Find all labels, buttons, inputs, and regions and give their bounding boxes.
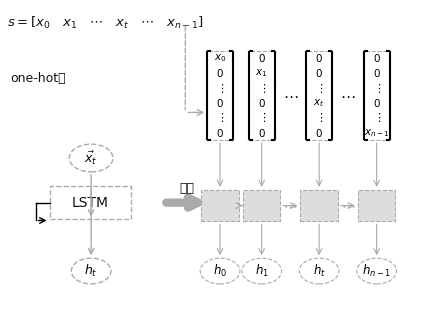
Text: $h_{n-1}$: $h_{n-1}$ <box>362 263 391 279</box>
Text: LSTM: LSTM <box>71 196 109 210</box>
Text: $\vdots$: $\vdots$ <box>258 111 266 124</box>
FancyBboxPatch shape <box>243 190 281 222</box>
Text: $0$: $0$ <box>315 67 323 79</box>
Ellipse shape <box>200 258 240 284</box>
Text: one-hot化: one-hot化 <box>10 72 65 85</box>
FancyBboxPatch shape <box>49 186 131 220</box>
Text: $x_{n-1}$: $x_{n-1}$ <box>364 127 389 139</box>
Text: $\cdots$: $\cdots$ <box>341 199 355 213</box>
Text: $\vdots$: $\vdots$ <box>216 82 224 95</box>
Text: $\cdots$: $\cdots$ <box>340 88 356 103</box>
Ellipse shape <box>357 258 396 284</box>
Text: $0$: $0$ <box>315 127 323 139</box>
Ellipse shape <box>299 258 339 284</box>
Text: $\vdots$: $\vdots$ <box>216 111 224 124</box>
Text: $0$: $0$ <box>216 97 224 109</box>
Text: $0$: $0$ <box>216 127 224 139</box>
Text: $0$: $0$ <box>373 67 381 79</box>
Text: $0$: $0$ <box>315 52 323 64</box>
Text: $\cdots$: $\cdots$ <box>283 88 298 103</box>
Text: $\vec{x_t}$: $\vec{x_t}$ <box>84 149 98 167</box>
FancyBboxPatch shape <box>201 190 239 222</box>
Text: $0$: $0$ <box>258 127 266 139</box>
Text: $x_0$: $x_0$ <box>214 52 226 64</box>
FancyBboxPatch shape <box>358 190 396 222</box>
Text: $s = [x_0 \quad x_1 \quad \cdots \quad x_t \quad \cdots \quad x_{n-1}]$: $s = [x_0 \quad x_1 \quad \cdots \quad x… <box>7 15 204 31</box>
Text: $\vdots$: $\vdots$ <box>258 82 266 95</box>
Text: $\vdots$: $\vdots$ <box>373 82 381 95</box>
Text: $h_t$: $h_t$ <box>313 263 325 279</box>
Text: $0$: $0$ <box>216 67 224 79</box>
FancyBboxPatch shape <box>300 190 338 222</box>
Text: 展开: 展开 <box>180 182 195 195</box>
Text: $\vdots$: $\vdots$ <box>315 82 323 95</box>
Text: $0$: $0$ <box>373 52 381 64</box>
Text: $0$: $0$ <box>258 97 266 109</box>
Text: $\cdots$: $\cdots$ <box>283 199 297 213</box>
Text: $h_0$: $h_0$ <box>213 263 227 279</box>
Text: $h_1$: $h_1$ <box>255 263 269 279</box>
Text: $h_t$: $h_t$ <box>84 263 98 279</box>
Text: $\vdots$: $\vdots$ <box>373 111 381 124</box>
Text: $x_t$: $x_t$ <box>313 97 325 109</box>
Ellipse shape <box>242 258 281 284</box>
Text: $\vdots$: $\vdots$ <box>315 111 323 124</box>
Text: $0$: $0$ <box>258 52 266 64</box>
Ellipse shape <box>71 258 111 284</box>
Text: $0$: $0$ <box>373 97 381 109</box>
Text: $x_1$: $x_1$ <box>255 67 268 79</box>
Ellipse shape <box>69 144 113 172</box>
